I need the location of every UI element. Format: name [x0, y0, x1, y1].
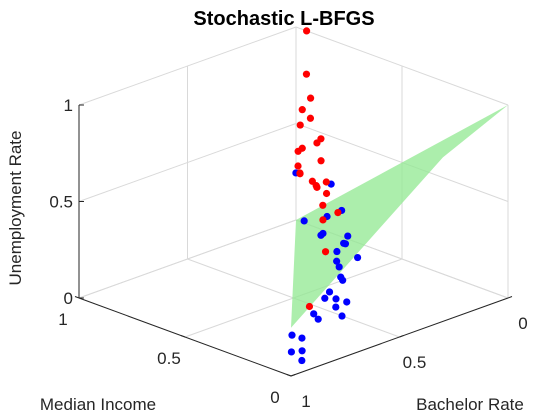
x-axis-label: Bachelor Rate — [416, 395, 524, 414]
data-point — [332, 303, 340, 311]
x-tick-mark — [290, 374, 296, 377]
data-point — [296, 169, 304, 177]
data-point — [314, 315, 322, 323]
data-point — [294, 162, 302, 170]
data-point — [333, 247, 341, 256]
data-point — [317, 231, 325, 239]
data-point — [344, 232, 352, 240]
data-point — [322, 178, 330, 186]
y-axis-label: Median Income — [40, 395, 156, 414]
chart-title: Stochastic L-BFGS — [193, 8, 374, 30]
data-point — [298, 356, 306, 365]
data-point — [306, 94, 315, 102]
x-tick-label: 0.5 — [403, 353, 427, 372]
grid-line — [78, 219, 297, 299]
fitted-plane — [291, 105, 508, 328]
data-point — [305, 302, 314, 311]
data-point — [322, 189, 331, 198]
y-tick-mark — [286, 374, 292, 377]
z-tick-label: 0 — [64, 289, 73, 308]
data-point — [338, 312, 346, 320]
plane-layer — [291, 105, 508, 328]
y-tick-label: 1 — [58, 310, 67, 329]
data-point — [319, 216, 327, 224]
data-point — [321, 248, 330, 256]
y-tick-mark — [74, 296, 80, 299]
data-point — [298, 106, 306, 114]
data-point — [343, 298, 351, 306]
z-tick-label: 0.5 — [49, 193, 73, 212]
data-point — [294, 147, 302, 155]
data-point — [306, 114, 315, 122]
data-point — [317, 135, 325, 143]
points-layer — [287, 27, 362, 365]
x-tick-mark — [399, 335, 404, 338]
data-point — [300, 217, 308, 225]
data-point — [325, 288, 334, 296]
data-point — [334, 209, 342, 217]
data-point — [340, 239, 348, 247]
y-tick-label: 0 — [270, 388, 279, 407]
data-point — [288, 331, 296, 339]
grid-line — [78, 123, 297, 202]
data-point — [296, 121, 304, 129]
grid-line — [78, 26, 297, 106]
y-tick-mark — [180, 335, 186, 338]
data-point — [317, 157, 325, 165]
data-point — [319, 201, 327, 209]
data-point — [332, 295, 340, 303]
data-point — [335, 263, 343, 271]
y-tick-label: 0.5 — [157, 349, 181, 368]
data-point — [287, 348, 295, 356]
z-tick-label: 1 — [64, 96, 73, 115]
grid-line — [295, 26, 509, 106]
x-tick-mark — [507, 296, 513, 299]
data-point — [302, 70, 311, 78]
data-point — [310, 310, 318, 318]
data-point — [337, 273, 345, 281]
data-point — [333, 257, 341, 265]
data-point — [303, 27, 311, 35]
data-point — [321, 294, 329, 302]
z-axis-label: Unemployment Rate — [6, 131, 25, 286]
x-tick-label: 1 — [301, 392, 310, 411]
data-point — [298, 347, 306, 355]
data-point — [312, 182, 320, 190]
x-tick-label: 0 — [518, 314, 527, 333]
data-point — [354, 253, 362, 262]
data-point — [298, 334, 306, 342]
ticks-layer: 0 0.5 1 0 0.5 1 0 0.5 1 — [49, 96, 527, 411]
